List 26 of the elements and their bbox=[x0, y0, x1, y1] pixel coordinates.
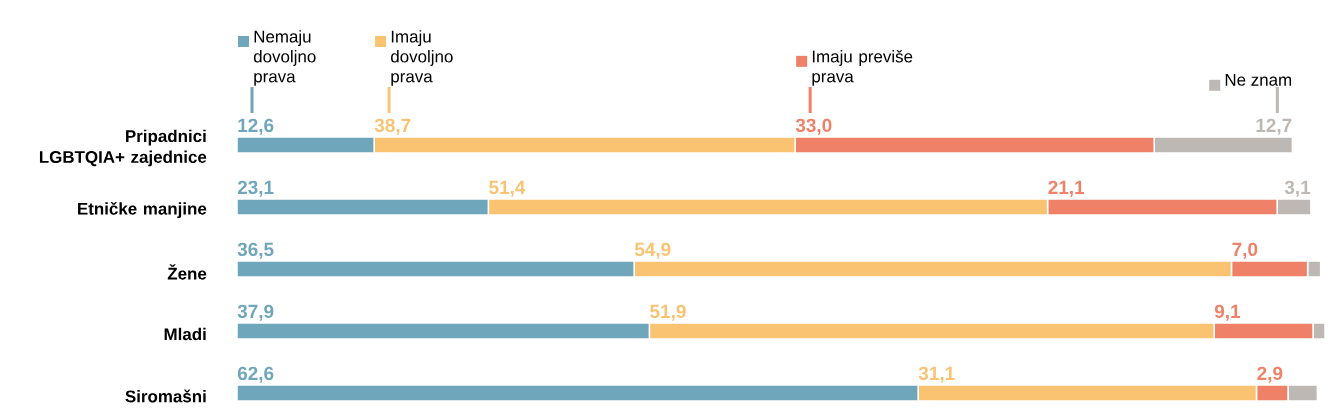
data-label: 9,1 bbox=[1214, 304, 1241, 321]
data-label: 62,6 bbox=[237, 366, 274, 383]
data-label: 36,5 bbox=[237, 242, 274, 259]
y-tick-label: Mladi bbox=[164, 327, 206, 341]
data-label: 31,1 bbox=[918, 366, 955, 383]
y-tick-label: Pripadnici LGBTQIA+ zajednice bbox=[39, 129, 207, 167]
legend-label: Ne znam bbox=[1225, 73, 1292, 86]
data-label: 12,7 bbox=[1256, 118, 1292, 135]
legend-label: Imaju dovoljno prava bbox=[391, 30, 453, 86]
legend-label: Nemaju dovoljno prava bbox=[253, 30, 316, 86]
data-label: 51,4 bbox=[489, 180, 526, 197]
y-tick-label: Etničke manjine bbox=[78, 201, 207, 219]
data-label: 12,6 bbox=[238, 118, 274, 135]
data-label: 2,9 bbox=[1257, 366, 1283, 383]
data-label: 23,1 bbox=[237, 180, 274, 197]
data-label: 54,9 bbox=[634, 242, 671, 259]
data-label: 38,7 bbox=[374, 118, 411, 135]
data-label: 33,0 bbox=[795, 118, 832, 135]
data-label: 21,1 bbox=[1048, 180, 1085, 197]
y-tick-label: Siromašni bbox=[125, 389, 206, 403]
data-label: 37,9 bbox=[237, 304, 274, 321]
legend-label: Imaju previše prava bbox=[812, 50, 913, 86]
y-tick-label: Žene bbox=[167, 264, 207, 280]
data-label: 7,0 bbox=[1232, 242, 1258, 259]
data-label: 3,1 bbox=[1284, 180, 1311, 197]
data-label: 51,9 bbox=[650, 304, 686, 321]
